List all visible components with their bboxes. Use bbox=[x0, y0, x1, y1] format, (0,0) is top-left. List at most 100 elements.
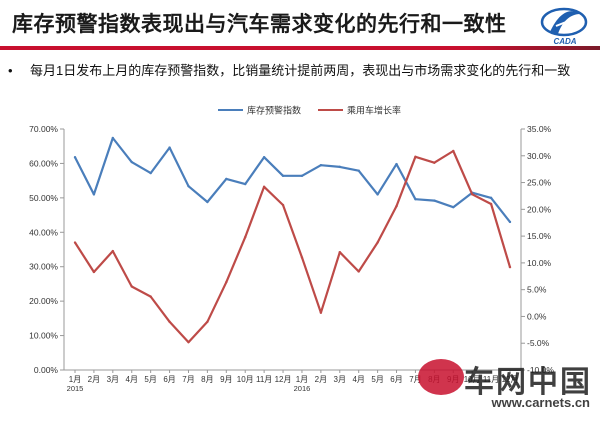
y-left-tick-label: 10.00% bbox=[29, 331, 58, 341]
data-point-inventory bbox=[433, 199, 436, 202]
y-right-tick-label: 15.0% bbox=[527, 231, 552, 241]
data-point-growth bbox=[319, 311, 323, 314]
watermark-name: 车网中国 bbox=[464, 365, 592, 400]
data-point-inventory bbox=[281, 174, 285, 178]
data-point-growth bbox=[73, 241, 77, 244]
data-point-growth bbox=[470, 193, 474, 196]
data-point-inventory bbox=[244, 182, 247, 186]
company-logo-icon: CADA bbox=[540, 7, 588, 46]
data-point-inventory bbox=[452, 205, 455, 209]
page-title: 库存预警指数表现出与汽车需求变化的先行和一致性 bbox=[12, 13, 507, 36]
series-line-inventory bbox=[74, 136, 511, 223]
y-right-tick-label: 25.0% bbox=[527, 178, 552, 188]
series-line-growth bbox=[74, 149, 512, 344]
data-point-inventory bbox=[262, 156, 266, 159]
legend-label-growth: 乘用车增长率 bbox=[347, 105, 401, 116]
x-tick-label: 5月 bbox=[371, 375, 383, 384]
legend-label-inventory: 库存预警指数 bbox=[247, 105, 301, 116]
data-point-inventory bbox=[414, 198, 417, 201]
data-point-growth bbox=[92, 270, 96, 274]
data-point-growth bbox=[111, 249, 115, 253]
y-left-tick-label: 40.00% bbox=[29, 227, 58, 237]
data-point-inventory bbox=[92, 193, 96, 196]
y-left-tick-label: 60.00% bbox=[29, 158, 58, 168]
data-point-growth bbox=[414, 155, 417, 159]
data-point-growth bbox=[149, 295, 152, 298]
data-point-growth bbox=[244, 235, 247, 239]
y-left-tick-label: 50.00% bbox=[29, 193, 58, 203]
x-tick-label: 12月 bbox=[502, 375, 519, 384]
bullet-text: 每月1日发布上月的库存预警指数，比销量统计提前两周，表现出与市场需求变化的先行和… bbox=[30, 63, 571, 78]
data-point-inventory bbox=[338, 165, 341, 169]
y-right-tick-label: -10.0% bbox=[527, 365, 554, 375]
y-right-tick-label: 30.0% bbox=[527, 151, 552, 161]
x-tick-label: 4月 bbox=[126, 375, 138, 384]
x-tick-label: 11月 bbox=[483, 375, 499, 384]
logo-text: CADA bbox=[553, 37, 576, 46]
data-point-inventory bbox=[395, 162, 398, 166]
data-point-inventory bbox=[225, 177, 228, 181]
data-point-growth bbox=[225, 280, 228, 284]
y-right-tick-label: 35.0% bbox=[527, 124, 552, 134]
line-chart: 库存预警指数 乘用车增长率 0.00% 10.00% 20.00% 30.00% 40.00… bbox=[29, 105, 554, 394]
data-point-inventory bbox=[130, 160, 133, 164]
data-point-growth bbox=[187, 340, 190, 344]
chart-container: 库存预警指数 乘用车增长率 0.00% 10.00% 20.00% 30.00% 40.00… bbox=[0, 96, 600, 419]
x-tick-label: 3月 bbox=[107, 375, 119, 384]
x-year-label: 2016 bbox=[294, 384, 311, 393]
x-tick-label: 4月 bbox=[352, 375, 364, 384]
watermark-url: www.carnets.cn bbox=[491, 395, 591, 410]
bullet-marker: • bbox=[8, 63, 13, 78]
x-tick-label: 7月 bbox=[409, 375, 421, 384]
y-left-tick-label: 0.00% bbox=[34, 365, 59, 375]
x-tick-label: 8月 bbox=[201, 375, 213, 384]
y-right-tick-label: 0.0% bbox=[527, 311, 547, 321]
data-point-growth bbox=[300, 256, 304, 259]
x-tick-label: 10月 bbox=[464, 375, 481, 384]
data-point-inventory bbox=[187, 184, 190, 188]
data-point-growth bbox=[376, 241, 379, 244]
x-year-label: 2015 bbox=[67, 384, 84, 393]
data-point-growth bbox=[206, 320, 209, 323]
y-right-tick-label: 20.0% bbox=[527, 204, 552, 214]
data-point-growth bbox=[489, 202, 493, 206]
x-tick-label: 1月 bbox=[69, 375, 81, 384]
data-point-inventory bbox=[319, 163, 323, 167]
x-tick-label: 6月 bbox=[390, 375, 402, 384]
x-tick-label: 2月 bbox=[88, 375, 100, 384]
y-left-tick-label: 70.00% bbox=[29, 124, 58, 134]
watermark-logo-icon bbox=[418, 359, 464, 395]
data-point-growth bbox=[452, 149, 455, 153]
x-tick-label: 6月 bbox=[163, 375, 175, 384]
data-point-inventory bbox=[149, 171, 152, 175]
bullet-point: • 每月1日发布上月的库存预警指数，比销量统计提前两周，表现出与市场需求变化的先行… bbox=[8, 60, 594, 79]
data-point-inventory bbox=[300, 174, 304, 178]
x-tick-label: 9月 bbox=[220, 375, 232, 384]
x-tick-label: 12月 bbox=[275, 375, 292, 384]
data-point-inventory bbox=[376, 193, 379, 196]
data-point-growth bbox=[338, 250, 341, 254]
y-right-tick-label: 10.0% bbox=[527, 258, 552, 268]
data-point-inventory bbox=[489, 196, 493, 200]
data-point-inventory bbox=[168, 146, 171, 149]
x-tick-label: 2月 bbox=[315, 375, 327, 384]
y-left-tick-label: 20.00% bbox=[29, 296, 58, 306]
y-right-tick-label: 5.0% bbox=[527, 285, 547, 295]
data-point-growth bbox=[262, 185, 266, 189]
data-point-growth bbox=[508, 265, 512, 269]
data-point-inventory bbox=[111, 136, 115, 140]
y-right-tick-label: -5.0% bbox=[527, 338, 550, 348]
watermark: 车网中国 www.carnets.cn bbox=[396, 357, 596, 417]
y-left-tick-label: 30.00% bbox=[29, 262, 58, 272]
data-point-growth bbox=[281, 203, 285, 207]
x-tick-label: 3月 bbox=[334, 375, 346, 384]
x-tick-label: 1月 bbox=[296, 375, 308, 384]
data-point-growth bbox=[395, 204, 398, 208]
x-tick-label: 10月 bbox=[237, 375, 254, 384]
x-tick-label: 7月 bbox=[182, 375, 194, 384]
data-point-growth bbox=[357, 270, 360, 273]
data-point-growth bbox=[433, 161, 436, 164]
data-point-growth bbox=[130, 285, 133, 288]
data-point-inventory bbox=[206, 200, 209, 204]
title-divider bbox=[0, 46, 600, 50]
